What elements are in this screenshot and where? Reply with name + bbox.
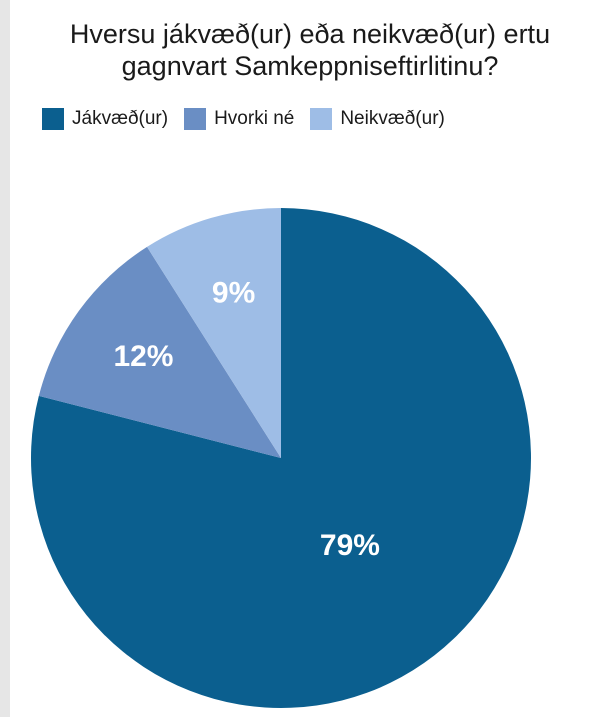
legend-item: Jákvæð(ur) [42,108,168,130]
legend-label: Neikvæð(ur) [340,108,445,129]
legend-swatch [310,108,333,130]
legend: Jákvæð(ur) Hvorki né Neikvæð(ur) [42,108,445,130]
legend-label: Hvorki né [214,108,295,129]
legend-item: Neikvæð(ur) [310,108,445,130]
legend-swatch [42,108,64,130]
chart-title: Hversu jákvæð(ur) eða neikvæð(ur) ertu g… [69,19,551,81]
legend-label: Jákvæð(ur) [72,108,169,129]
chart: 79% 12% 9% [30,208,532,708]
legend-item: Hvorki né [184,108,294,130]
pie-slice [38,246,281,458]
legend-swatch [184,108,207,130]
data-label: 79% [320,529,380,562]
panel: Hversu jákvæð(ur) eða neikvæð(ur) ertu g… [10,0,605,717]
data-label: 12% [113,340,173,373]
pie-slice [147,208,281,458]
data-label: 9% [212,277,255,310]
